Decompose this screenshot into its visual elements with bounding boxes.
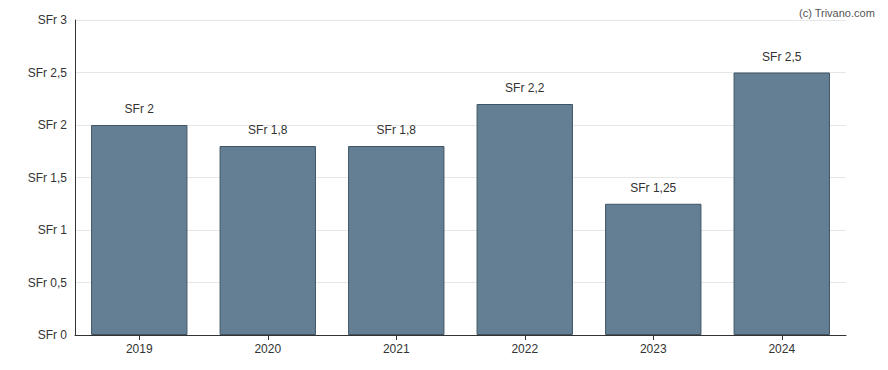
svg-text:SFr 2: SFr 2 [38, 118, 68, 132]
svg-text:SFr 1,5: SFr 1,5 [28, 171, 68, 185]
svg-text:SFr 2: SFr 2 [125, 102, 155, 116]
svg-text:(c) Trivano.com: (c) Trivano.com [799, 7, 875, 19]
svg-text:2019: 2019 [126, 342, 153, 356]
svg-text:2022: 2022 [511, 342, 538, 356]
svg-text:SFr 1: SFr 1 [38, 223, 68, 237]
svg-text:2020: 2020 [254, 342, 281, 356]
svg-text:SFr 3: SFr 3 [38, 13, 68, 27]
svg-text:SFr 2,5: SFr 2,5 [28, 66, 68, 80]
svg-text:2024: 2024 [768, 342, 795, 356]
svg-text:SFr 1,8: SFr 1,8 [248, 123, 288, 137]
svg-text:SFr 2,2: SFr 2,2 [505, 81, 545, 95]
svg-text:SFr 1,8: SFr 1,8 [377, 123, 417, 137]
svg-text:2021: 2021 [383, 342, 410, 356]
svg-text:SFr 2,5: SFr 2,5 [762, 50, 802, 64]
svg-text:SFr 1,25: SFr 1,25 [630, 181, 676, 195]
svg-text:2023: 2023 [640, 342, 667, 356]
svg-text:SFr 0: SFr 0 [38, 328, 68, 342]
svg-text:SFr 0,5: SFr 0,5 [28, 276, 68, 290]
